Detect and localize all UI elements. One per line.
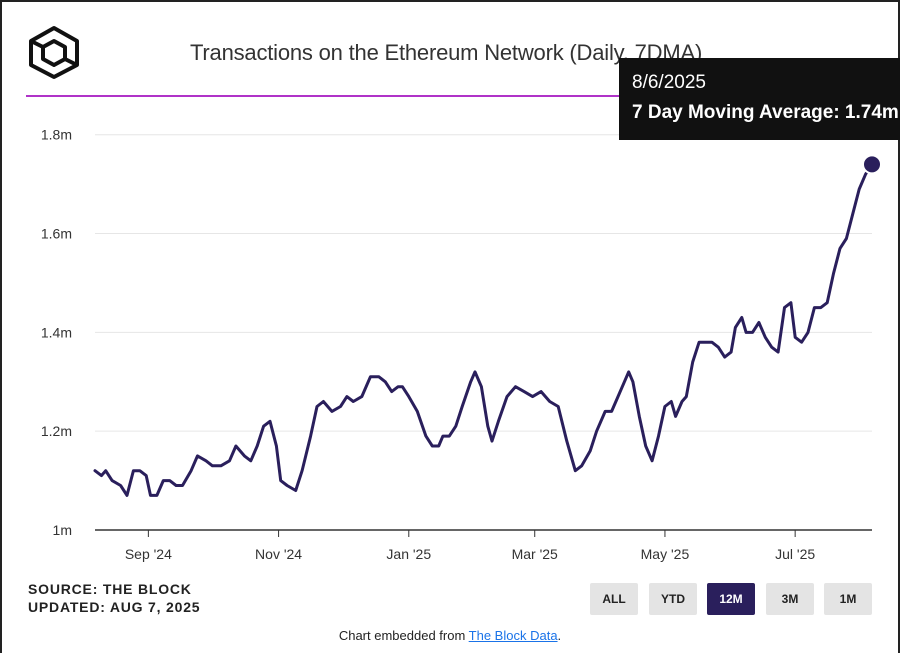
x-tick-label: Jan '25 [386, 546, 431, 562]
source-info: SOURCE: THE BLOCK UPDATED: AUG 7, 2025 [28, 580, 200, 616]
data-tooltip: 8/6/2025 7 Day Moving Average: 1.74m [619, 58, 900, 140]
axes [95, 529, 872, 537]
source-label: SOURCE: THE BLOCK [28, 581, 192, 597]
y-tick-label: 1.4m [41, 324, 72, 340]
y-tick-label: 1.6m [41, 226, 72, 242]
x-axis-tick-labels: Sep '24 Nov '24 Jan '25 Mar '25 May '25 Jul '… [125, 546, 816, 562]
the-block-data-link[interactable]: The Block Data [468, 628, 558, 643]
x-tick-label: Mar '25 [512, 546, 558, 562]
embed-credit: Chart embedded from The Block Data. [0, 628, 900, 643]
x-tick-label: Nov '24 [255, 546, 302, 562]
title-divider [26, 95, 874, 97]
x-tick-label: Sep '24 [125, 546, 172, 562]
y-tick-label: 1.8m [41, 127, 72, 143]
range-button-ytd[interactable]: YTD [649, 583, 697, 615]
the-block-logo-icon [29, 26, 79, 79]
series-line-7dma [93, 162, 874, 497]
x-tick-label: May '25 [641, 546, 690, 562]
tooltip-date: 8/6/2025 [632, 72, 706, 93]
y-tick-label: 1.2m [41, 423, 72, 439]
range-button-3m[interactable]: 3M [766, 583, 814, 615]
embed-suffix: . [557, 628, 562, 643]
range-button-all[interactable]: ALL [590, 583, 638, 615]
y-axis-tick-labels: 1m 1.2m 1.4m 1.6m 1.8m [41, 127, 72, 538]
embed-prefix: Chart embedded from [338, 628, 469, 643]
range-button-1m[interactable]: 1M [824, 583, 872, 615]
y-tick-label: 1m [53, 522, 72, 538]
frame-right-border [898, 0, 900, 653]
highlight-data-point [862, 154, 882, 175]
frame-top-border [0, 0, 900, 2]
chart-title: Transactions on the Ethereum Network (Da… [190, 40, 703, 65]
updated-label: UPDATED: AUG 7, 2025 [28, 599, 201, 615]
range-button-12m[interactable]: 12M [707, 583, 755, 615]
grid-lines [95, 134, 872, 432]
x-tick-label: Jul '25 [775, 546, 815, 562]
line-chart: 1m 1.2m 1.4m 1.6m 1.8m Sep '24 Nov '24 Jan '25… [41, 127, 882, 562]
frame-left-border [0, 0, 2, 653]
tooltip-value: 7 Day Moving Average: 1.74m [632, 102, 899, 123]
